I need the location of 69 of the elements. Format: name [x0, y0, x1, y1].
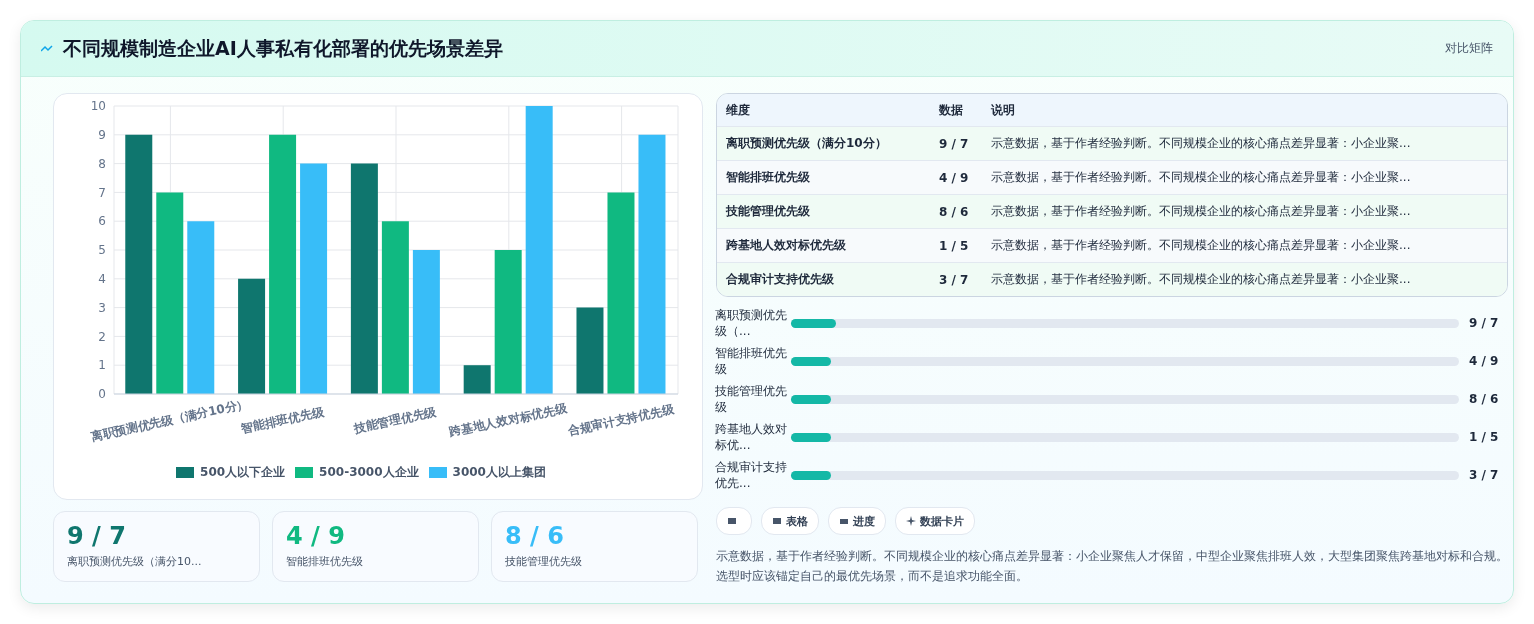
text: 智能排班优先级 — [715, 345, 788, 377]
bar — [381, 221, 409, 394]
text: 跨基地人效对标优先级 — [725, 237, 847, 254]
y-tick-label: 3 — [98, 300, 106, 315]
text: 技能管理优先级 — [725, 203, 811, 220]
bar — [525, 106, 553, 394]
y-tick-label: 4 — [98, 272, 106, 287]
text: 示意数据，基于作者经验判断。不同规模企业的核心痛点差异显著：小企业聚... — [991, 237, 1412, 254]
text: 进度 — [853, 513, 875, 529]
text: 表格 — [786, 513, 808, 529]
bar — [576, 307, 604, 394]
legend-label: 500人以下企业 — [199, 464, 286, 481]
text: 1 / 5 — [939, 238, 970, 253]
text: 对比矩阵 — [1445, 40, 1493, 57]
text: 8 / 6 — [939, 204, 970, 219]
y-tick-label: 7 — [98, 185, 106, 200]
text: 示意数据，基于作者经验判断。不同规模企业的核心痛点差异显著：小企业聚... — [991, 203, 1412, 220]
y-tick-label: 10 — [90, 99, 106, 114]
y-tick-label: 8 — [98, 156, 106, 171]
text: 智能排班优先级 — [286, 554, 364, 569]
text: 9 / 7 — [67, 522, 127, 550]
text: 4 / 9 — [1469, 354, 1499, 368]
bar — [187, 221, 215, 394]
text: 合规审计支持优先级 — [725, 271, 835, 288]
text: 离职预测优先级（满分10分） — [725, 135, 888, 152]
bar — [463, 365, 491, 394]
text: 离职预测优先级（... — [715, 307, 788, 339]
text: 示意数据，基于作者经验判断。不同规模企业的核心痛点差异显著：小企业聚... — [991, 135, 1412, 152]
y-tick-label: 0 — [98, 387, 106, 402]
legend-label: 3000人以上集团 — [451, 464, 546, 481]
text: 9 / 7 — [1469, 316, 1499, 330]
text: 3 / 7 — [1469, 468, 1499, 482]
y-tick-label: 5 — [98, 243, 106, 258]
bar — [638, 134, 666, 394]
text: 技能管理优先级 — [505, 554, 583, 569]
legend-label: 500-3000人企业 — [318, 464, 419, 481]
text: 离职预测优先级（满分10... — [67, 554, 203, 569]
text: 数据卡片 — [920, 513, 964, 529]
bar — [607, 192, 635, 394]
text: 说明 — [991, 101, 1016, 119]
y-tick-label: 6 — [98, 214, 106, 229]
text: 合规审计支持优先... — [715, 459, 788, 491]
text: 8 / 6 — [505, 522, 565, 550]
y-tick-label: 9 — [98, 128, 106, 143]
y-tick-label: 1 — [98, 358, 106, 373]
text: 智能排班优先级 — [725, 169, 811, 186]
text: 3 / 7 — [939, 272, 970, 287]
bar — [300, 163, 328, 394]
text: 1 / 5 — [1469, 430, 1499, 444]
bar — [156, 192, 184, 394]
text: 维度 — [725, 101, 751, 119]
text: 4 / 9 — [939, 170, 970, 185]
text: 8 / 6 — [1469, 392, 1499, 406]
bar — [238, 278, 266, 394]
bar — [125, 134, 153, 394]
bar — [269, 134, 297, 394]
text: 4 / 9 — [286, 522, 346, 550]
text: 9 / 7 — [939, 136, 970, 151]
y-tick-label: 2 — [98, 329, 106, 344]
chart-title: 不同规模制造企业AI人事私有化部署的优先场景差异 — [63, 35, 504, 61]
text: 示意数据，基于作者经验判断。不同规模企业的核心痛点差异显著：小企业聚... — [991, 169, 1412, 186]
text: 跨基地人效对标优... — [715, 421, 788, 453]
bar — [494, 250, 522, 394]
bar — [412, 250, 440, 394]
text: 示意数据，基于作者经验判断。不同规模企业的核心痛点差异显著：小企业聚焦人才保留，中型企业聚焦排班人效，大型集团聚焦跨基地对标和合规。选型时应该锚定自己的最优先场景，而不是追求功能全面。 — [716, 548, 1509, 585]
text: 数据 — [939, 101, 964, 119]
x-tick-label: 技能管理优先级 — [351, 404, 439, 436]
bar — [350, 163, 378, 394]
text: 示意数据，基于作者经验判断。不同规模企业的核心痛点差异显著：小企业聚... — [991, 271, 1412, 288]
